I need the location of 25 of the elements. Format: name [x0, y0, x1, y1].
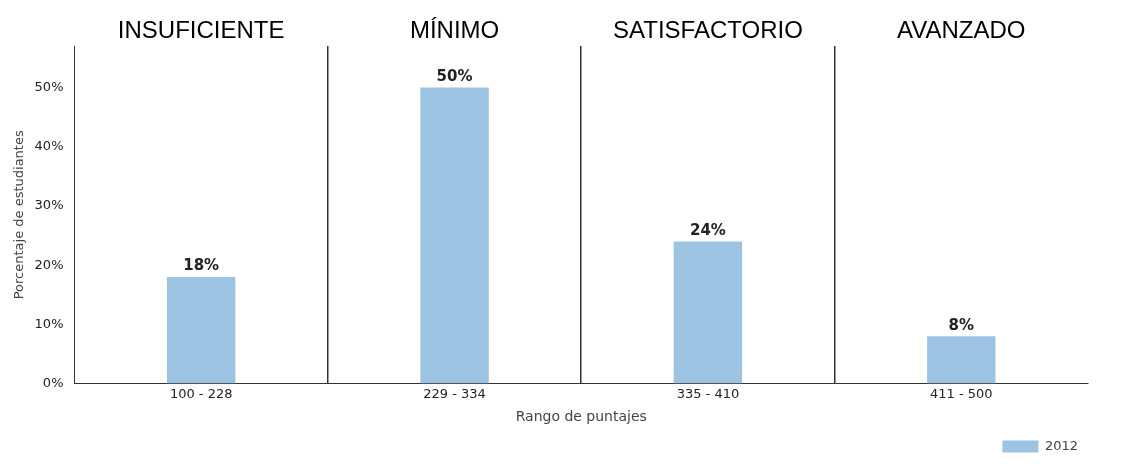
text: INSUFICIENTE [117, 16, 285, 43]
y-tick-label: 50% [34, 78, 64, 94]
y-tick-label: 0% [42, 374, 64, 390]
x-tick-label: 229 - 334 [423, 385, 486, 401]
text: MÍNIMO [409, 16, 500, 43]
text: SATISFACTORIO [613, 16, 803, 43]
bar [673, 241, 743, 384]
x-tick-label: 100 - 228 [169, 385, 233, 401]
bar [927, 336, 996, 384]
data-label: 50% [436, 66, 473, 85]
data-label: 24% [689, 220, 726, 239]
x-tick-label: 335 - 410 [676, 385, 740, 401]
bar [420, 87, 489, 384]
x-axis-title: Rango de puntajes [515, 408, 647, 425]
x-tick-label: 411 - 500 [930, 385, 993, 401]
y-tick-label: 10% [34, 315, 64, 331]
data-label: 8% [948, 315, 975, 334]
bar [166, 276, 236, 384]
data-label: 18% [183, 256, 220, 275]
legend-label: 2012 [1044, 437, 1079, 453]
y-axis-title: Porcentaje de estudiantes [11, 130, 27, 300]
text: AVANZADO [897, 16, 1026, 43]
y-tick-label: 40% [34, 138, 64, 154]
y-tick-label: 30% [34, 197, 64, 213]
y-tick-label: 20% [34, 256, 64, 272]
